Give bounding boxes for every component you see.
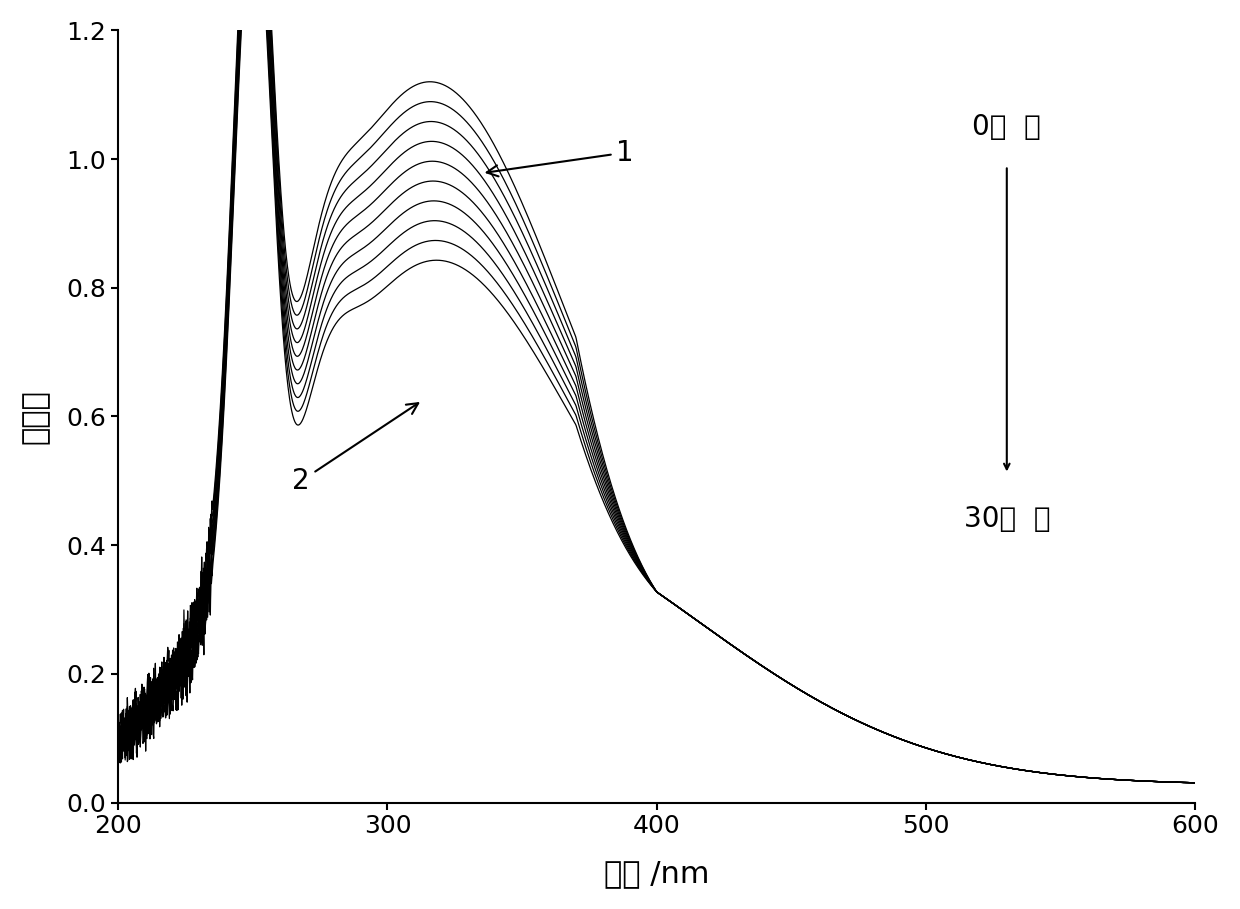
Text: 30分  钟: 30分 钟 (963, 505, 1050, 534)
Text: 2: 2 (293, 404, 418, 494)
Text: 0分  钟: 0分 钟 (972, 113, 1042, 141)
Text: 1: 1 (487, 138, 634, 176)
Y-axis label: 吸光度: 吸光度 (21, 389, 50, 444)
X-axis label: 波长 /nm: 波长 /nm (604, 859, 709, 888)
